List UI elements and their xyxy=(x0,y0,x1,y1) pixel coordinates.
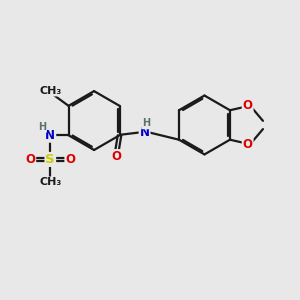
Text: N: N xyxy=(45,129,55,142)
Text: O: O xyxy=(243,99,253,112)
Text: O: O xyxy=(65,153,75,166)
Text: CH₃: CH₃ xyxy=(39,177,62,188)
Text: O: O xyxy=(112,150,122,163)
Text: CH₃: CH₃ xyxy=(40,85,62,95)
Text: N: N xyxy=(140,126,150,139)
Text: O: O xyxy=(25,153,35,166)
Text: H: H xyxy=(142,118,150,128)
Text: O: O xyxy=(243,138,253,151)
Text: S: S xyxy=(46,153,55,166)
Text: H: H xyxy=(38,122,46,132)
